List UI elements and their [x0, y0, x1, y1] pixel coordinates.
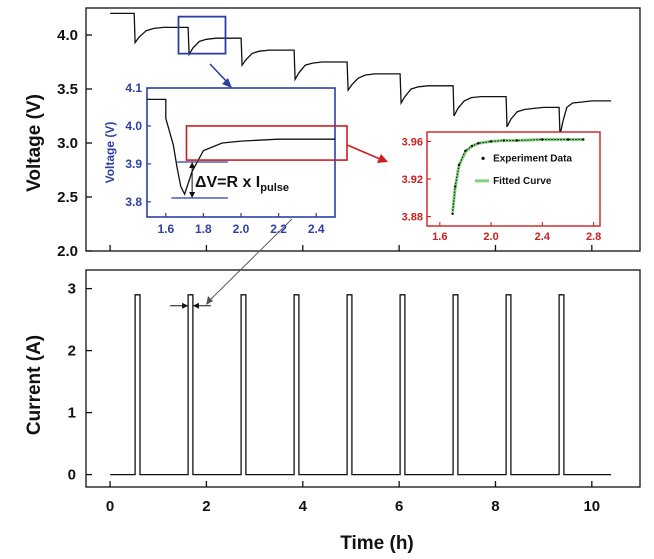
- zoom-region-box: [177, 15, 227, 55]
- experiment-data-point: [502, 139, 506, 142]
- time-tick-label: 6: [395, 498, 403, 515]
- current-tick-label: 0: [68, 467, 76, 484]
- inset-zoom-xtick-label: 1.6: [157, 222, 174, 236]
- current-plot-frame: [85, 269, 641, 488]
- experiment-data-line: [452, 139, 584, 214]
- inset-fit-xtick-label: 2.0: [483, 231, 498, 243]
- fit-arrow: [346, 144, 381, 160]
- zoom-arrowhead: [222, 78, 232, 88]
- inset-zoom-xtick-label: 2.4: [308, 222, 325, 236]
- fit-arrowhead: [377, 154, 388, 163]
- inset-fit-xtick-label: 2.8: [586, 231, 601, 243]
- experiment-data-point: [582, 138, 585, 141]
- pulse-width-arrowhead: [192, 302, 199, 309]
- voltage-series-line: [110, 12, 612, 136]
- current-panel: 0 1 2 3 0 2 4 6 8 10: [68, 269, 641, 515]
- time-tick-label: 10: [583, 498, 600, 515]
- inset-fit-panel: 3.88 3.92 3.96 1.6 2.0 2.4 2.8 Experiment Data F…: [402, 131, 601, 243]
- inset-zoom-xtick-label: 2.2: [270, 222, 287, 236]
- inset-zoom-ytick-label: 4.0: [125, 119, 142, 133]
- annotation-pointer-line: [207, 218, 293, 303]
- time-tick-label: 0: [106, 498, 114, 515]
- experiment-data-point: [541, 138, 544, 141]
- delta-v-arrowhead-up: [189, 161, 196, 168]
- delta-v-equation: ΔV=R x Ipulse: [195, 174, 289, 194]
- inset-zoom-frame: [146, 87, 336, 218]
- inset-fit-ytick-label: 3.92: [402, 174, 423, 186]
- experiment-data-point: [566, 138, 570, 141]
- inset-connectors: [177, 15, 293, 305]
- voltage-tick-label: 2.5: [57, 189, 78, 206]
- voltage-axis-title: Voltage (V): [24, 94, 45, 192]
- inset-fit-xtick-label: 1.6: [432, 231, 447, 243]
- inset-zoom-panel: 3.8 3.9 4.0 4.1 1.6 1.8 2.0 2.2 2.4 Voltage (V) ΔV…: [103, 81, 388, 236]
- pulse-width-arrowhead: [182, 302, 189, 309]
- experiment-data-point: [489, 140, 493, 143]
- voltage-tick-label: 3.0: [57, 135, 78, 152]
- voltage-plot-frame: [85, 7, 641, 252]
- experiment-data-point: [464, 149, 467, 152]
- delta-v-arrowhead-down: [189, 192, 196, 199]
- fit-region-box: [185, 125, 348, 161]
- inset-zoom-axis-title: Voltage (V): [103, 122, 117, 184]
- voltage-tick-label: 4.0: [57, 27, 78, 44]
- inset-fit-ytick-label: 3.96: [402, 136, 423, 148]
- time-tick-label: 4: [299, 498, 308, 515]
- inset-zoom-ytick-label: 3.8: [125, 195, 142, 209]
- experiment-data-point: [470, 144, 474, 148]
- legend-marker-experiment: [481, 156, 485, 160]
- legend-label-fitted: Fitted Curve: [493, 176, 552, 187]
- delta-v-equation-subscript: pulse: [260, 182, 289, 194]
- experiment-data-point: [477, 142, 480, 145]
- inset-fit-xtick-label: 2.4: [535, 231, 551, 243]
- current-tick-label: 2: [68, 343, 76, 360]
- voltage-tick-label: 2.0: [57, 243, 78, 260]
- inset-fit-ytick-label: 3.88: [402, 212, 423, 224]
- current-tick-label: 3: [68, 281, 76, 298]
- inset-zoom-ytick-label: 3.9: [125, 157, 142, 171]
- experiment-data-point: [454, 185, 457, 188]
- legend-label-experiment: Experiment Data: [493, 153, 572, 164]
- voltage-panel: 2.0 2.5 3.0 3.5 4.0: [57, 7, 641, 260]
- inset-zoom-xtick-label: 2.0: [233, 222, 250, 236]
- current-axis-title: Current (A): [24, 335, 45, 435]
- current-tick-label: 1: [68, 405, 76, 422]
- time-tick-label: 8: [491, 498, 499, 515]
- annotation-pointer-arrowhead: [206, 296, 213, 305]
- experiment-data-point: [457, 163, 461, 167]
- current-pulse-line: [110, 294, 612, 476]
- inset-zoom-xtick-label: 1.8: [195, 222, 212, 236]
- delta-v-equation-main: ΔV=R x I: [195, 174, 260, 191]
- voltage-tick-label: 3.5: [57, 81, 78, 98]
- experiment-data-point: [515, 139, 518, 142]
- inset-zoom-series-line: [147, 98, 335, 196]
- inset-zoom-ytick-label: 4.1: [125, 81, 142, 95]
- time-tick-label: 2: [202, 498, 210, 515]
- experiment-data-point: [451, 212, 454, 215]
- time-axis-title: Time (h): [340, 533, 414, 554]
